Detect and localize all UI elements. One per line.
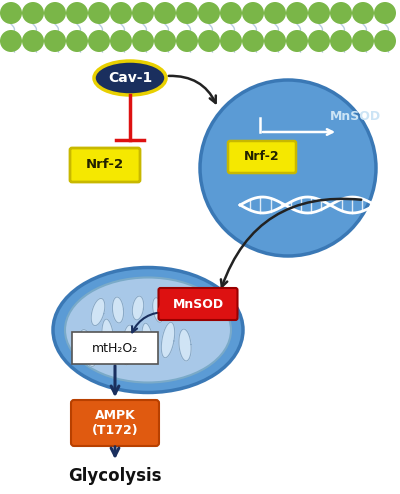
Circle shape bbox=[198, 2, 220, 24]
Circle shape bbox=[88, 30, 110, 52]
Circle shape bbox=[330, 30, 352, 52]
Circle shape bbox=[176, 2, 198, 24]
Circle shape bbox=[374, 30, 396, 52]
FancyBboxPatch shape bbox=[72, 332, 158, 364]
Circle shape bbox=[0, 30, 22, 52]
Circle shape bbox=[132, 2, 154, 24]
Circle shape bbox=[264, 30, 286, 52]
Circle shape bbox=[154, 30, 176, 52]
Circle shape bbox=[22, 2, 44, 24]
FancyBboxPatch shape bbox=[71, 400, 159, 446]
Circle shape bbox=[88, 2, 110, 24]
Circle shape bbox=[154, 2, 176, 24]
Circle shape bbox=[66, 30, 88, 52]
Ellipse shape bbox=[65, 278, 231, 382]
Text: MnSOD: MnSOD bbox=[172, 297, 224, 311]
Ellipse shape bbox=[200, 80, 376, 256]
Circle shape bbox=[330, 2, 352, 24]
Polygon shape bbox=[142, 323, 154, 361]
Circle shape bbox=[110, 2, 132, 24]
Circle shape bbox=[176, 30, 198, 52]
Text: Glycolysis: Glycolysis bbox=[68, 467, 162, 485]
Polygon shape bbox=[132, 296, 144, 320]
Text: Nrf-2: Nrf-2 bbox=[244, 151, 280, 164]
Circle shape bbox=[286, 2, 308, 24]
Polygon shape bbox=[91, 298, 105, 326]
Text: mtH₂O₂: mtH₂O₂ bbox=[92, 341, 138, 355]
Circle shape bbox=[44, 30, 66, 52]
Circle shape bbox=[110, 30, 132, 52]
Circle shape bbox=[242, 30, 264, 52]
Circle shape bbox=[308, 30, 330, 52]
Circle shape bbox=[286, 30, 308, 52]
Circle shape bbox=[0, 2, 22, 24]
FancyBboxPatch shape bbox=[228, 141, 296, 173]
Text: Nrf-2: Nrf-2 bbox=[86, 159, 124, 171]
Circle shape bbox=[198, 30, 220, 52]
Circle shape bbox=[22, 30, 44, 52]
FancyBboxPatch shape bbox=[158, 288, 238, 320]
Polygon shape bbox=[80, 329, 96, 367]
FancyBboxPatch shape bbox=[70, 148, 140, 182]
Circle shape bbox=[242, 2, 264, 24]
Polygon shape bbox=[102, 319, 114, 361]
Text: Cav-1: Cav-1 bbox=[108, 71, 152, 85]
Ellipse shape bbox=[94, 61, 166, 95]
Text: AMPK
(T172): AMPK (T172) bbox=[92, 409, 138, 437]
Circle shape bbox=[132, 30, 154, 52]
Circle shape bbox=[374, 2, 396, 24]
Circle shape bbox=[220, 2, 242, 24]
Circle shape bbox=[352, 2, 374, 24]
Circle shape bbox=[66, 2, 88, 24]
Polygon shape bbox=[112, 297, 124, 323]
Polygon shape bbox=[153, 298, 163, 322]
Circle shape bbox=[220, 30, 242, 52]
Polygon shape bbox=[161, 322, 175, 358]
Polygon shape bbox=[179, 329, 191, 361]
Circle shape bbox=[44, 2, 66, 24]
Polygon shape bbox=[122, 325, 134, 365]
Circle shape bbox=[264, 2, 286, 24]
Circle shape bbox=[308, 2, 330, 24]
Circle shape bbox=[352, 30, 374, 52]
Ellipse shape bbox=[53, 267, 243, 393]
Text: MnSOD: MnSOD bbox=[330, 110, 381, 123]
